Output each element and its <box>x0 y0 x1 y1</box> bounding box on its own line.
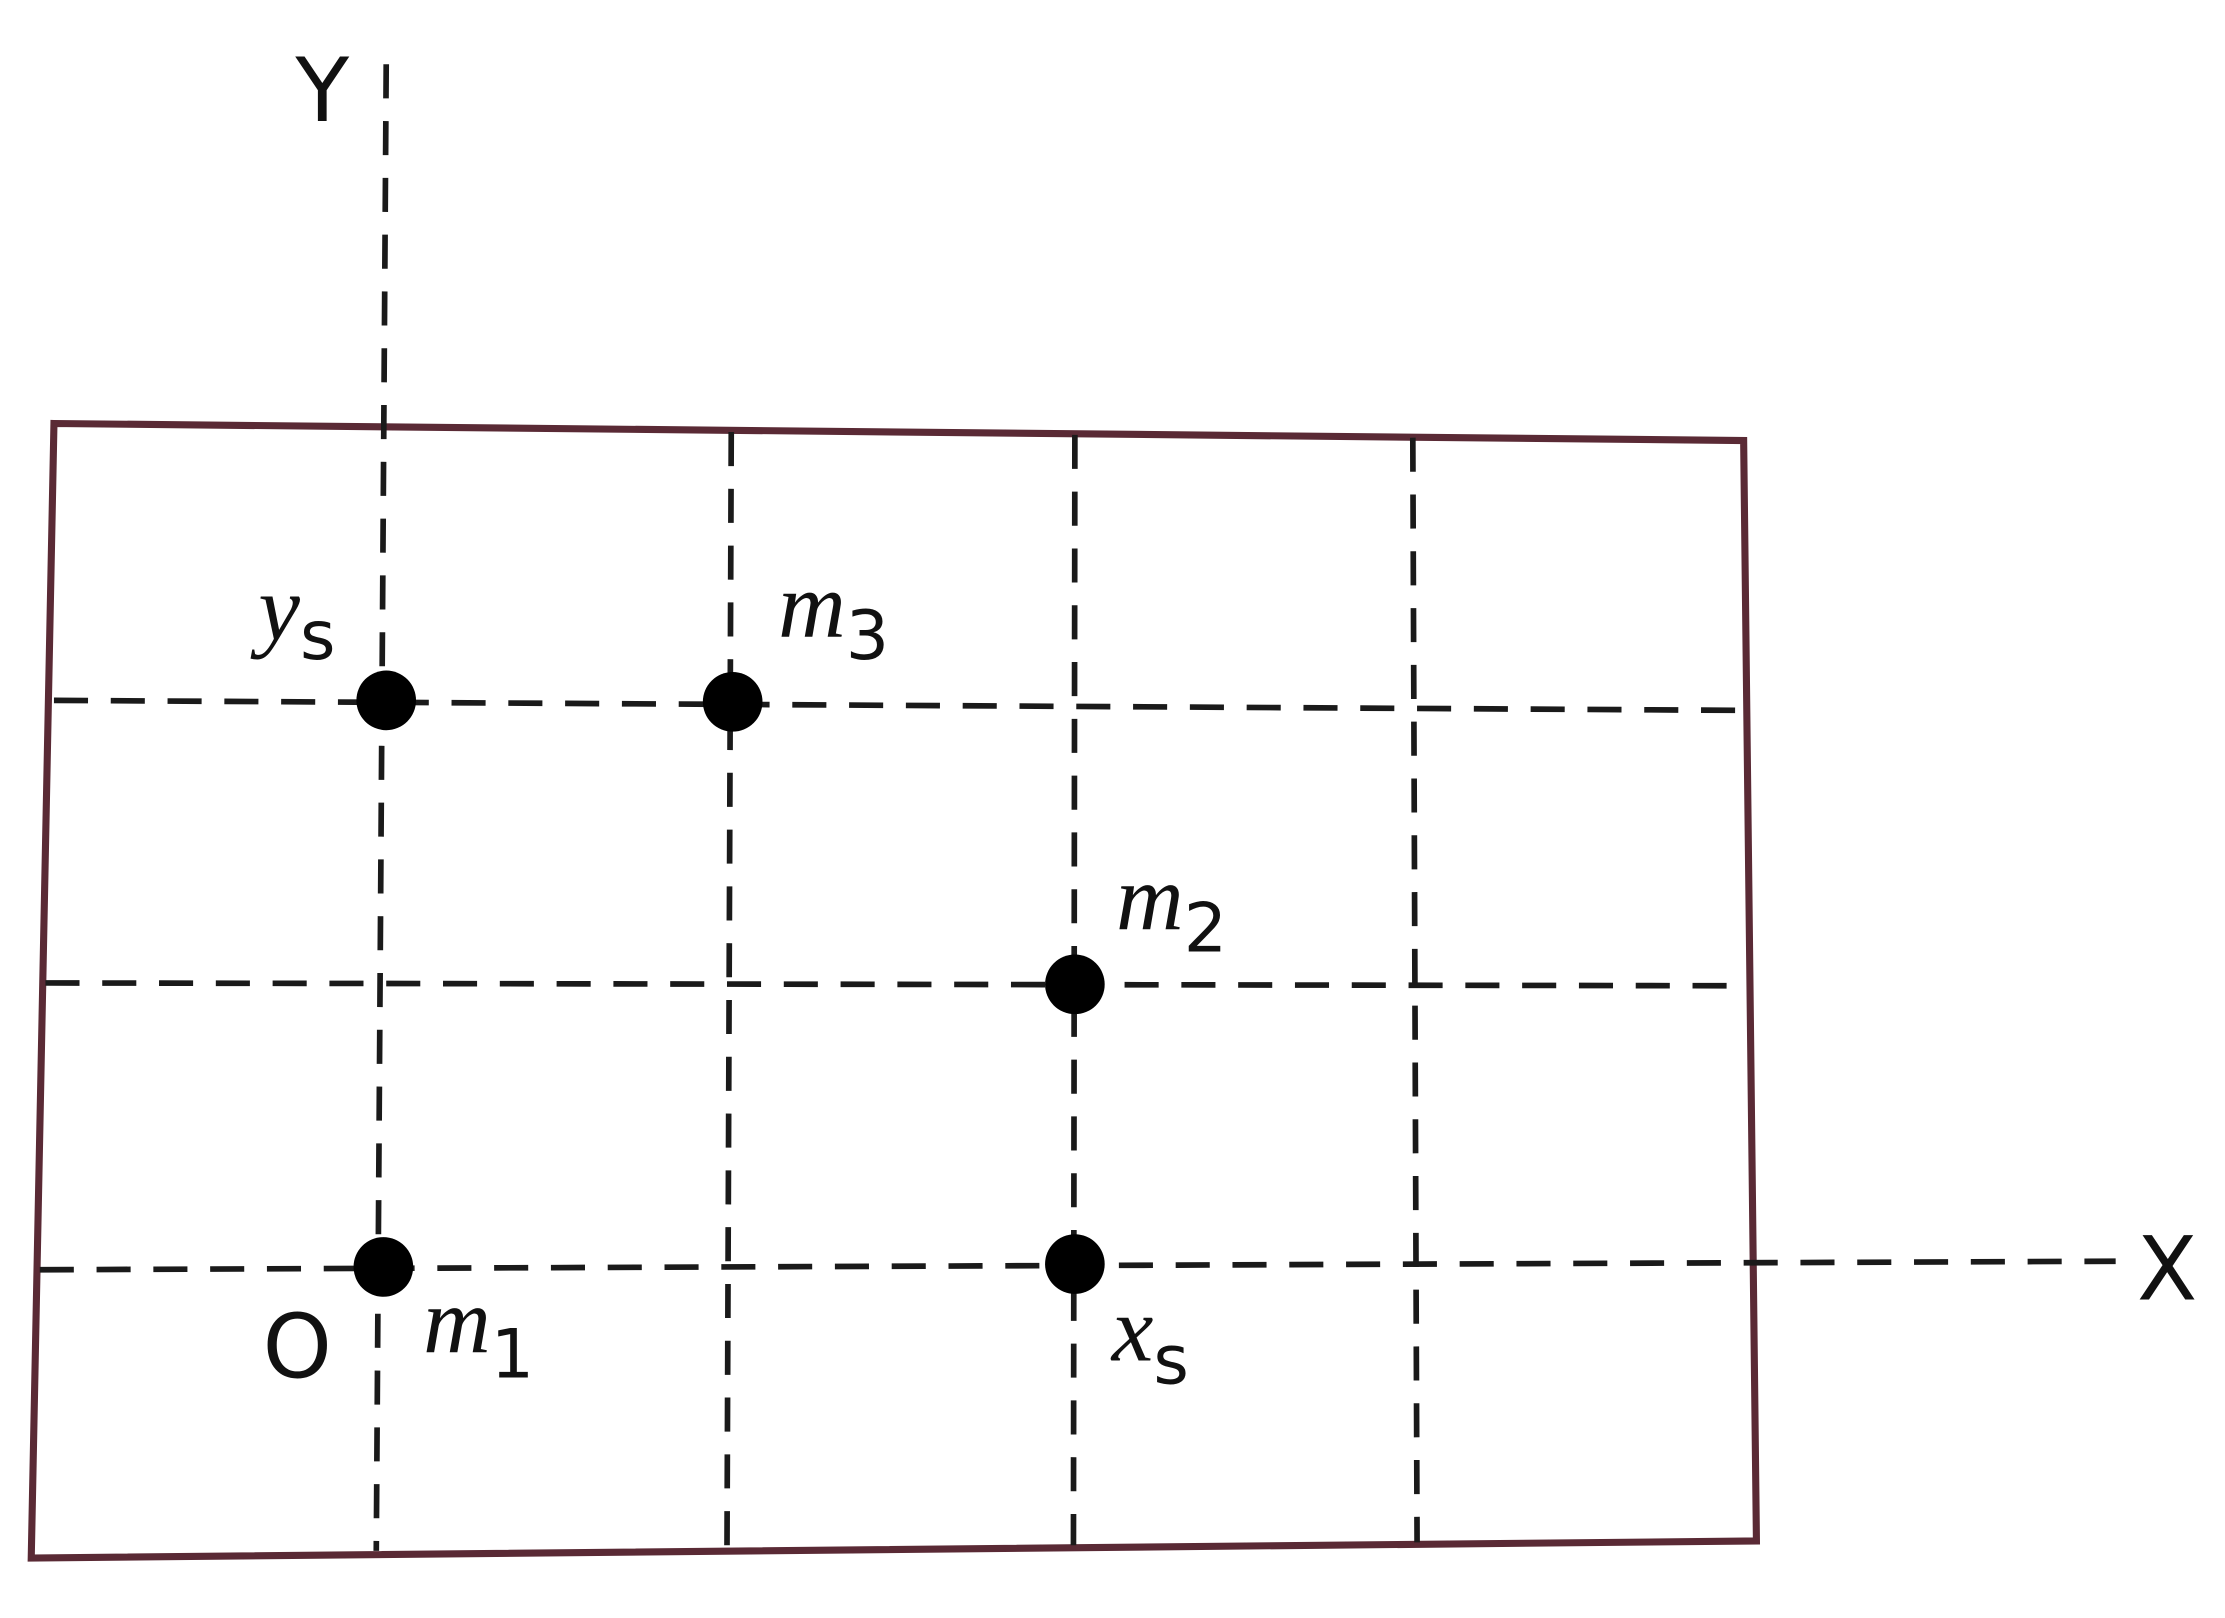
label-sub: 2 <box>1184 890 1227 969</box>
point-m2 <box>1045 954 1105 1015</box>
xs-label: xs <box>1110 1278 1189 1401</box>
label-base: m <box>1116 846 1184 950</box>
y-axis-label: Y <box>294 39 349 142</box>
ys-label: ys <box>250 556 335 676</box>
label-sub: s <box>1153 1321 1189 1400</box>
label-base: y <box>250 556 300 660</box>
point-m1 <box>353 1237 414 1297</box>
label-base: m <box>778 553 846 657</box>
point-xs <box>1045 1234 1105 1294</box>
m2-label: m2 <box>1116 846 1227 969</box>
label-base: x <box>1110 1278 1154 1382</box>
label-sub: 1 <box>491 1316 534 1395</box>
origin-label: O <box>263 1296 332 1399</box>
point-ys <box>356 670 417 731</box>
m3-label: m3 <box>778 553 889 676</box>
m1-label: m1 <box>423 1269 534 1395</box>
label-sub: s <box>300 597 336 676</box>
masses <box>353 670 1105 1297</box>
point-m3 <box>702 671 763 732</box>
plate-outline <box>27 419 1761 1562</box>
grid-line <box>1409 437 1420 1543</box>
y-axis-line <box>373 64 390 1551</box>
x-axis-label: X <box>2137 1218 2197 1321</box>
grid-line <box>724 432 735 1549</box>
label-sub: 3 <box>846 597 889 676</box>
grid <box>39 64 2116 1551</box>
grid-line <box>1070 434 1078 1546</box>
grid-line <box>45 980 1740 989</box>
label-base: m <box>423 1269 491 1373</box>
grid-line <box>53 697 1736 714</box>
